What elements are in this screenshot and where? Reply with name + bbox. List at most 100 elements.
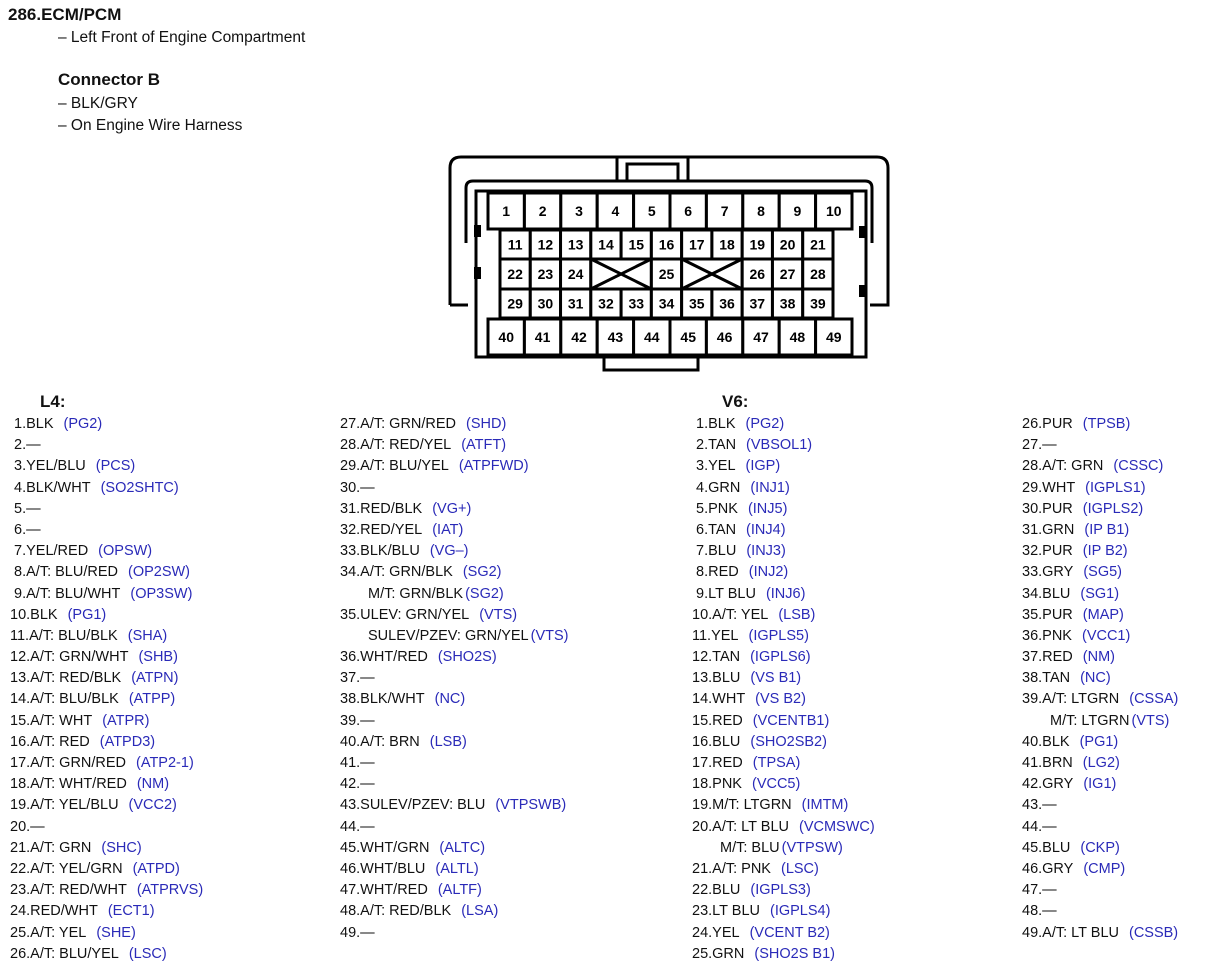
pin-number: 43: [608, 329, 624, 345]
pin-entry: 20.—: [10, 817, 203, 838]
wire-color: 24.YEL: [692, 924, 740, 941]
signal-code: (ALTC): [439, 839, 486, 856]
signal-code: (INJ1): [750, 479, 790, 496]
signal-code: (IGPLS6): [750, 649, 811, 666]
wire-color: 43.—: [1022, 797, 1057, 814]
pin-number: 25: [659, 266, 675, 282]
page-title: 286.ECM/PCM: [8, 5, 122, 24]
pin-entry: 10.BLK (PG1): [10, 605, 203, 626]
signal-code: (TPSB): [1082, 416, 1131, 432]
pin-entry: 31.GRN (IP B1): [1022, 520, 1178, 541]
pin-entry: 4.BLK/WHT (SO2SHTC): [10, 478, 203, 499]
signal-code: (ALTL): [435, 860, 479, 877]
wire-color: 35.ULEV: GRN/YEL: [340, 606, 470, 623]
wire-color: 17.RED: [692, 755, 743, 771]
pin-number: 35: [689, 296, 705, 312]
signal-code: (VCENT B2): [749, 924, 830, 941]
signal-code: (PG2): [63, 416, 103, 432]
pin-entry: 46.GRY (CMP): [1022, 859, 1178, 880]
signal-code: (SHE): [96, 924, 136, 941]
wire-color: 42.—: [340, 776, 375, 793]
wire-color: 36.WHT/RED: [340, 649, 428, 666]
wire-color: 34.BLU: [1022, 585, 1071, 602]
wire-color: 23.A/T: RED/WHT: [10, 882, 127, 899]
signal-code: (VTS): [530, 627, 569, 644]
wire-color: 46.GRY: [1022, 860, 1074, 877]
pin-entry: 33.BLK/BLU (VG–): [340, 541, 569, 562]
wire-color: 19.A/T: YEL/BLU: [10, 797, 119, 814]
wire-color: 41.BRN: [1022, 755, 1073, 771]
pin-entry: 49.A/T: LT BLU (CSSB): [1022, 923, 1178, 944]
wire-color: 28.A/T: GRN: [1022, 458, 1104, 475]
signal-code: (SHA): [127, 627, 168, 644]
pin-number: 45: [680, 329, 696, 345]
pin-entry: 36.WHT/RED (SHO2S): [340, 647, 569, 668]
signal-code: (LSB): [778, 606, 816, 623]
pin-entry: M/T: BLU (VTPSW): [692, 838, 875, 859]
signal-code: (IP B2): [1082, 543, 1128, 560]
v6-heading: V6:: [722, 392, 749, 411]
signal-code: (ATPD): [132, 860, 180, 877]
signal-code: (MAP): [1082, 606, 1124, 623]
pin-entry: 48.—: [1022, 901, 1178, 922]
pin-number: 31: [568, 296, 584, 312]
pin-entry: 2.TAN (VBSOL1): [692, 435, 875, 456]
pin-number: 7: [721, 203, 729, 219]
pin-entry: 18.PNK (VCC5): [692, 774, 875, 795]
l4-heading: L4:: [40, 392, 66, 411]
wire-color: 2.TAN: [692, 437, 737, 454]
signal-code: (PCS): [95, 458, 136, 475]
wire-color: 48.—: [1022, 903, 1057, 920]
wire-color: 11.YEL: [692, 627, 739, 644]
pin-number: 32: [598, 296, 614, 312]
signal-code: (VTS): [479, 606, 518, 623]
pin-entry: 45.BLU (CKP): [1022, 838, 1178, 859]
wire-color: 23.LT BLU: [692, 903, 760, 920]
wire-color: 17.A/T: GRN/RED: [10, 755, 127, 771]
wire-color: 46.WHT/BLU: [340, 860, 426, 877]
pin-entry: 21.A/T: PNK (LSC): [692, 859, 875, 880]
pin-entry: 46.WHT/BLU (ALTL): [340, 859, 569, 880]
pin-entry: 13.A/T: RED/BLK (ATPN): [10, 668, 203, 689]
wire-color: 38.BLK/WHT: [340, 691, 425, 708]
pin-entry: 3.YEL/BLU (PCS): [10, 456, 203, 477]
wire-color: 47.WHT/RED: [340, 882, 428, 899]
pin-entry: 19.A/T: YEL/BLU (VCC2): [10, 795, 203, 816]
pin-entry: 11.A/T: BLU/BLK (SHA): [10, 626, 203, 647]
pin-number: 49: [826, 329, 842, 345]
signal-code: (PG1): [1079, 733, 1119, 750]
pin-entry: 22.A/T: YEL/GRN (ATPD): [10, 859, 203, 880]
pin-entry: 13.BLU (VS B1): [692, 668, 875, 689]
pin-number: 9: [794, 203, 802, 219]
pin-entry: 20.A/T: LT BLU (VCMSWC): [692, 817, 875, 838]
pin-entry: 22.BLU (IGPLS3): [692, 880, 875, 901]
pin-entry: M/T: LTGRN (VTS): [1022, 711, 1178, 732]
pin-number: 20: [780, 237, 796, 253]
wire-color: 31.RED/BLK: [340, 500, 423, 517]
pin-entry: 47.—: [1022, 880, 1178, 901]
wire-color: 25.GRN: [692, 945, 745, 962]
signal-code: (VCMSWC): [798, 818, 875, 835]
wire-color: 8.RED: [692, 564, 739, 581]
v6-pin-list-2: 26.PUR (TPSB) 27.— 28.A/T: GRN (CSSC) 29.WHT (…: [1022, 414, 1178, 944]
pin-entry: 49.—: [340, 923, 569, 944]
pin-number: 37: [750, 296, 766, 312]
pin-number: 39: [810, 296, 826, 312]
signal-code: (ATFT): [461, 437, 507, 454]
pin-cavity: [814, 191, 854, 231]
pin-entry: 42.—: [340, 774, 569, 795]
wire-color: 45.WHT/GRN: [340, 839, 430, 856]
pin-entry: 5.PNK (INJ5): [692, 499, 875, 520]
signal-code: (ATPRVS): [136, 882, 204, 899]
wire-color: 13.BLU: [692, 670, 741, 687]
pin-entry: 4.GRN (INJ1): [692, 478, 875, 499]
pin-entry: 9.LT BLU (INJ6): [692, 584, 875, 605]
wire-color: 34.A/T: GRN/BLK: [340, 564, 453, 581]
wire-color: 43.SULEV/PZEV: BLU: [340, 797, 486, 814]
pin-number: 21: [810, 237, 826, 253]
pin-number: 48: [790, 329, 806, 345]
pin-number: 17: [689, 237, 705, 253]
wire-color: 39.—: [340, 712, 375, 729]
pin-entry: 8.RED (INJ2): [692, 562, 875, 583]
signal-code: (LSB): [429, 733, 467, 750]
